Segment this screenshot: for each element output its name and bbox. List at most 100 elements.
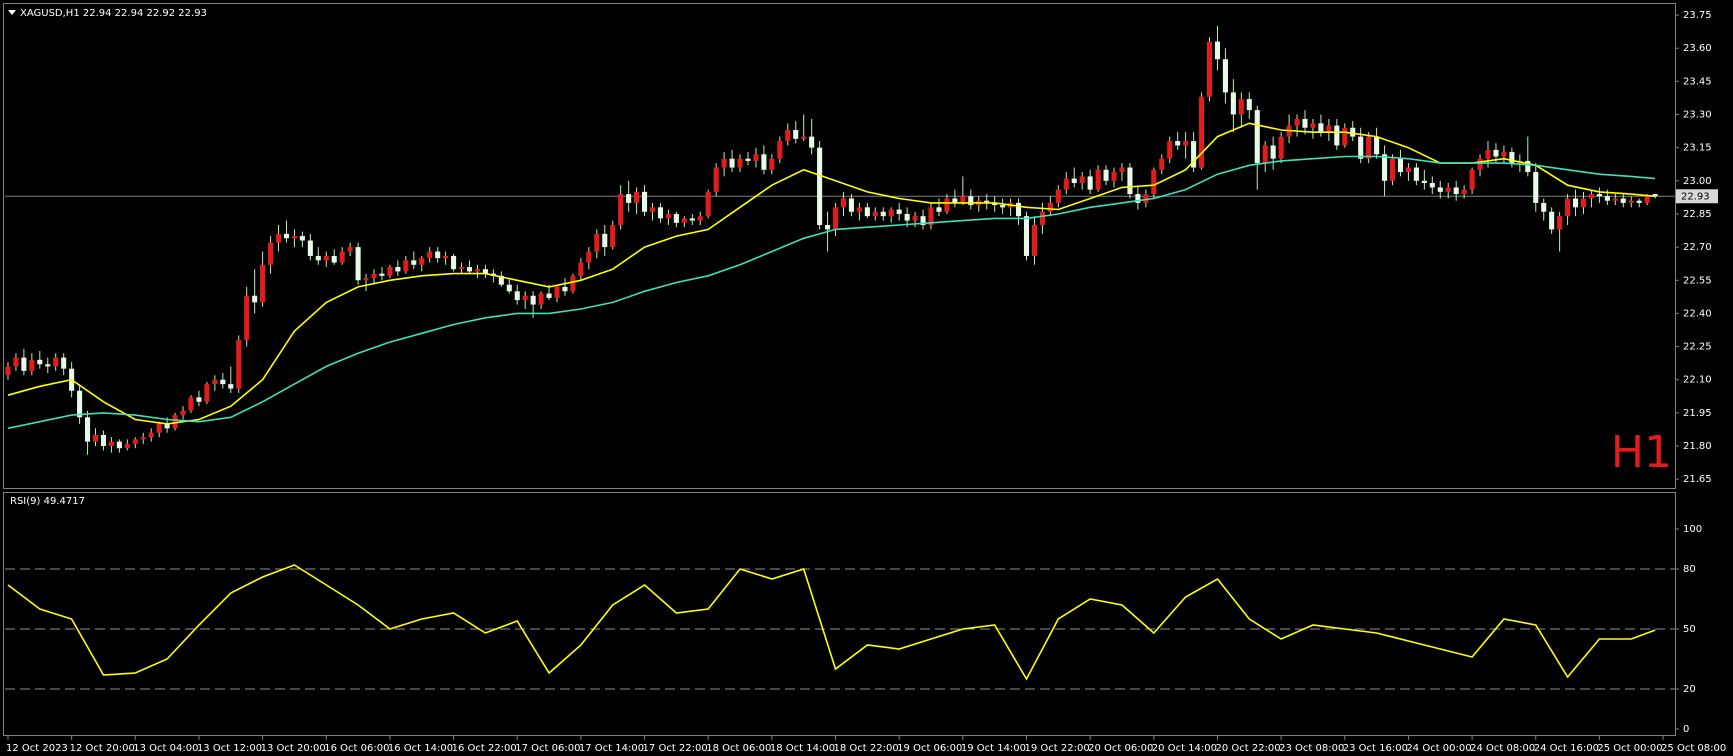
- x-tick-label: 23 Oct 08:00: [1279, 743, 1344, 754]
- candle-body: [1278, 136, 1284, 159]
- candle-body: [156, 423, 162, 433]
- candle-body: [291, 236, 297, 239]
- candle-body: [594, 233, 600, 252]
- price-pane-frame: [3, 3, 1676, 489]
- candle-body: [1453, 187, 1459, 195]
- candle-body: [888, 209, 894, 217]
- candle-body: [904, 213, 910, 221]
- candle-body: [236, 339, 242, 389]
- candle-body: [1302, 118, 1308, 128]
- candle-body: [275, 233, 282, 243]
- candle-body: [315, 255, 321, 261]
- candle-body: [1047, 202, 1053, 212]
- candle-body: [1151, 169, 1157, 195]
- candle-body: [77, 390, 83, 418]
- candle-body: [1023, 216, 1030, 256]
- x-tick-label: 19 Oct 14:00: [961, 743, 1026, 754]
- candle-body: [984, 200, 990, 203]
- candle-body: [634, 191, 640, 203]
- candle-body: [793, 129, 799, 139]
- candle-body: [188, 397, 194, 411]
- candle-body: [164, 423, 170, 429]
- rsi-tick-label: 20: [1683, 684, 1696, 695]
- y-tick-label: 23.00: [1683, 176, 1712, 187]
- y-tick-label: 23.15: [1683, 143, 1712, 154]
- candle-body: [1262, 145, 1268, 164]
- candle-body: [1055, 189, 1061, 203]
- candle-body: [602, 233, 608, 248]
- candle-body: [371, 273, 377, 279]
- candle-body: [29, 359, 35, 371]
- candle-body: [403, 260, 409, 272]
- candle-body: [124, 443, 130, 449]
- candle-body: [1382, 154, 1388, 181]
- candle-body: [1366, 136, 1372, 159]
- y-tick-label: 22.55: [1683, 275, 1712, 286]
- x-tick-label: 19 Oct 22:00: [1024, 743, 1089, 754]
- candle-body: [570, 275, 576, 292]
- candle-body: [530, 295, 536, 305]
- x-tick-label: 19 Oct 06:00: [897, 743, 962, 754]
- candle-body: [1063, 178, 1069, 190]
- candle-body: [546, 293, 552, 298]
- timeframe-label: H1: [1611, 427, 1672, 478]
- y-tick-label: 23.75: [1683, 10, 1712, 21]
- menu-arrow[interactable]: [8, 10, 16, 15]
- candle-body: [785, 129, 791, 142]
- x-tick-label: 16 Oct 14:00: [388, 743, 453, 754]
- candle-body: [1612, 198, 1618, 201]
- candle-body: [1135, 194, 1141, 203]
- candle-body: [769, 158, 775, 170]
- candle-body: [172, 415, 178, 429]
- candle-body: [896, 209, 902, 214]
- candle-body: [522, 295, 528, 301]
- candle-body: [745, 158, 751, 161]
- candle-body: [1374, 136, 1380, 155]
- candle-body: [1079, 176, 1085, 184]
- rsi-tick-label: 80: [1683, 564, 1696, 575]
- candle-body: [244, 295, 250, 340]
- candle-body: [1565, 198, 1571, 217]
- candle-body: [1525, 160, 1531, 172]
- candle-body: [1572, 198, 1579, 208]
- rsi-pane-frame: [3, 492, 1676, 736]
- x-tick-label: 23 Oct 16:00: [1343, 743, 1408, 754]
- y-tick-label: 21.80: [1683, 441, 1712, 452]
- x-tick-label: 25 Oct 00:00: [1597, 743, 1662, 754]
- rsi-line: [7, 564, 1656, 681]
- candle-body: [1310, 123, 1316, 128]
- candle-body: [1087, 176, 1093, 190]
- candle-body: [825, 225, 831, 230]
- candle-body: [1334, 125, 1340, 146]
- rsi-tick-label: 100: [1683, 524, 1702, 535]
- candle-body: [872, 211, 878, 217]
- candle-body: [1628, 200, 1634, 203]
- candle-body: [1143, 194, 1149, 203]
- candle-body: [451, 255, 457, 270]
- candle-body: [1103, 169, 1109, 181]
- candle-body: [1389, 158, 1396, 181]
- candle-body: [753, 154, 759, 161]
- y-tick-label: 21.65: [1683, 474, 1712, 485]
- x-tick-label: 17 Oct 22:00: [643, 743, 708, 754]
- candle-body: [809, 136, 815, 148]
- candle-body: [1015, 202, 1022, 217]
- candle-body: [1485, 149, 1491, 159]
- candle-body: [1071, 178, 1077, 184]
- candle-body: [1413, 167, 1419, 181]
- candle-body: [1620, 198, 1626, 203]
- candle-body: [1350, 127, 1356, 137]
- candle-body: [1445, 187, 1451, 192]
- candle-body: [1127, 167, 1133, 195]
- candle-body: [705, 191, 711, 217]
- x-tick-label: 18 Oct 14:00: [770, 743, 835, 754]
- candle-body: [1636, 200, 1642, 203]
- candle-body: [1588, 194, 1594, 199]
- candle-body: [832, 207, 839, 230]
- candle-body: [665, 213, 671, 219]
- candle-body: [307, 240, 313, 256]
- candle-body: [148, 432, 154, 438]
- candle-body: [132, 439, 138, 444]
